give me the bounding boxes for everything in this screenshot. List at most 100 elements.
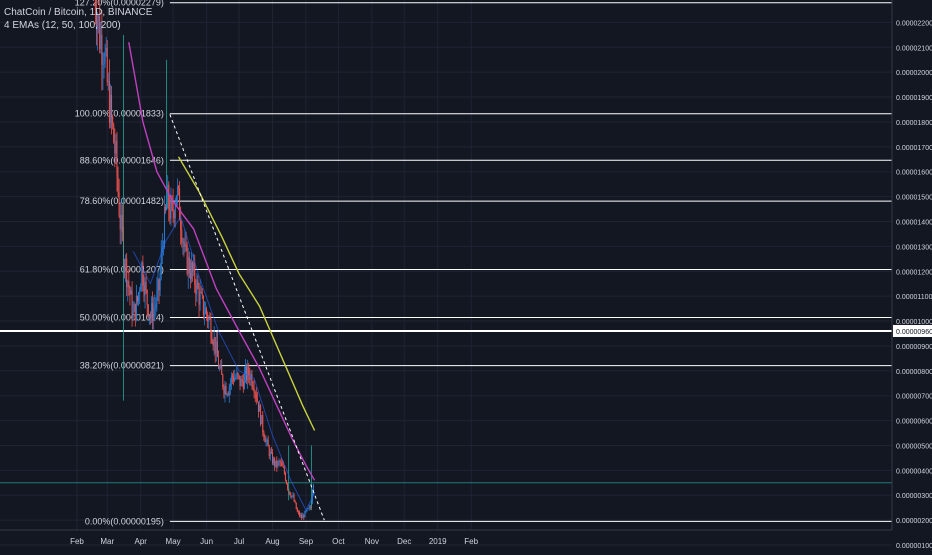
candle-body [108,80,110,123]
candle-body [151,303,153,318]
candle-body [112,117,114,125]
candle-body [206,308,208,315]
candle-body [296,509,298,512]
candle-body [281,462,283,466]
candle-body [183,241,185,247]
candle-body [279,461,281,463]
candle-body [271,452,273,464]
candle-body [286,480,288,484]
candle-body [255,393,257,400]
candle-body [256,399,258,402]
candle-body [152,303,154,321]
candle-body [201,292,203,296]
y-tick-label: 0.00001700 [896,145,932,152]
candle-body [130,290,132,295]
candle-body [174,205,176,219]
candle-body [223,386,225,394]
candle-body [143,285,145,296]
candle-body [170,198,172,219]
x-tick-label: Jul [234,537,244,546]
trend-line[interactable] [169,114,325,521]
candle-body [238,375,240,376]
candle-body [184,244,186,247]
candle-body [198,288,200,305]
candle-body [115,140,117,154]
candle-body [196,280,198,295]
y-tick-label: 0.00002000 [896,70,932,77]
candle-body [203,313,205,315]
candle-body [246,366,248,381]
y-tick-label: 0.00001600 [896,170,932,177]
candle-body [244,366,246,374]
candle-body [207,314,209,322]
candle-body [147,304,149,318]
candle-body [305,511,307,512]
candle-body [277,461,279,467]
candle-body [104,50,106,64]
y-tick-label: 0.00000400 [896,468,932,475]
candle-body [153,308,155,321]
x-tick-label: Mar [100,537,114,546]
candle-body [171,198,173,205]
candle-body [113,124,115,143]
x-tick-label: Feb [70,537,84,546]
candle-body [239,375,241,387]
candle-body [234,377,236,382]
y-tick-label: 0.00001800 [896,120,932,127]
candle-body [262,415,264,432]
y-tick-label: 0.00000900 [896,344,932,351]
candle-body [274,458,276,467]
candle-body [253,388,255,393]
candle-body [243,373,245,389]
y-tick-label: 0.00001200 [896,269,932,276]
candle-body [99,16,101,49]
candle-body [132,311,134,318]
x-tick-label: Oct [332,537,345,546]
symbol-label[interactable]: ChatCoin / Bitcoin, 1D, BINANCE [4,7,153,18]
candle-body [287,483,289,489]
y-tick-label: 0.00001300 [896,244,932,251]
candle-body [187,256,189,275]
candle-body [197,280,199,289]
y-tick-label: 0.00002200 [896,20,932,27]
candle-body [227,394,229,396]
candle-body [216,341,218,357]
fib-level-label: 38.20%(0.00000821) [80,361,164,371]
candle-body [169,209,171,219]
candle-body [140,285,142,292]
candle-body [182,241,184,243]
candle-body [141,262,143,286]
candle-body [249,375,251,380]
candle-body [202,295,204,315]
candle-body [254,392,256,394]
candle-body [156,289,158,305]
time-axis[interactable]: Feb Mar Apr May Jun Jul Aug Sep Oct Nov Dec 2019 Feb [0,529,892,546]
candle-body [158,279,160,291]
y-tick-label: 0.00001500 [896,195,932,202]
candle-body [136,296,138,302]
candle-body [107,80,109,83]
candle-body [214,337,216,354]
fibonacci-retracement[interactable]: 127.20%(0.00002279) 100.00%(0.00001833) 88… [75,0,892,526]
candle-body [278,461,280,462]
legend-block: ChatCoin / Bitcoin, 1D, BINANCE 4 EMAs (… [4,6,152,32]
candle-body [237,372,239,376]
candle-body [135,296,137,320]
y-tick-label: 0.00000100 [896,543,932,550]
candle-body [257,401,259,412]
candle-body [118,192,120,216]
candle-body [199,291,201,305]
candle-body [185,244,187,245]
candle-body [232,375,234,377]
candle-body [269,451,271,457]
candle-body [303,515,305,518]
candle-body [233,376,235,382]
candle-body [210,318,212,339]
indicator-label[interactable]: 4 EMAs (12, 50, 100, 200) [4,20,121,31]
candle-body [295,502,297,510]
candle-body [276,460,278,467]
candle-body [266,439,268,441]
price-axis[interactable]: 0.00002200 0.00002100 0.00002000 0.00001900… [891,0,932,550]
